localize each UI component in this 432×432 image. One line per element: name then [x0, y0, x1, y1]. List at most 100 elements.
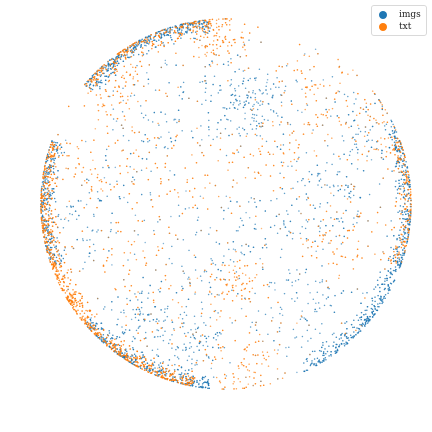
data-point-imgs	[117, 318, 119, 320]
data-point-imgs	[243, 253, 246, 256]
data-point-imgs	[330, 355, 333, 357]
data-point-imgs	[121, 326, 123, 328]
data-point-imgs	[207, 293, 210, 296]
data-point-imgs	[210, 94, 212, 97]
data-point-imgs	[179, 376, 181, 378]
data-point-txt	[204, 187, 206, 189]
data-point-imgs	[377, 284, 379, 286]
data-point-imgs	[333, 341, 335, 343]
data-point-imgs	[328, 345, 330, 347]
data-point-imgs	[80, 200, 82, 202]
data-point-imgs	[336, 349, 339, 352]
data-point-imgs	[167, 27, 169, 30]
data-point-imgs	[133, 94, 136, 97]
data-point-imgs	[51, 140, 53, 142]
data-point-imgs	[392, 269, 395, 272]
data-point-imgs	[254, 96, 257, 99]
data-point-txt	[59, 266, 61, 269]
data-point-imgs	[287, 279, 289, 281]
data-point-imgs	[115, 337, 118, 340]
data-point-imgs	[227, 60, 229, 63]
data-point-imgs	[263, 118, 266, 121]
data-point-imgs	[357, 210, 359, 212]
data-point-imgs	[390, 220, 392, 222]
data-point-txt	[119, 92, 122, 95]
data-point-imgs	[321, 361, 323, 363]
data-point-imgs	[371, 303, 373, 306]
data-point-txt	[403, 163, 405, 166]
data-point-imgs	[277, 115, 279, 117]
data-point-imgs	[173, 174, 176, 176]
data-point-imgs	[321, 323, 323, 325]
data-point-imgs	[100, 339, 102, 341]
data-point-imgs	[364, 321, 367, 323]
data-point-imgs	[239, 102, 241, 105]
data-point-imgs	[112, 108, 115, 110]
data-point-txt	[159, 218, 161, 221]
data-point-imgs	[402, 235, 404, 237]
data-point-imgs	[147, 141, 149, 143]
data-point-txt	[348, 126, 350, 129]
data-point-txt	[404, 224, 407, 227]
data-point-imgs	[76, 238, 78, 241]
data-point-imgs	[142, 356, 144, 358]
data-point-imgs	[175, 348, 177, 351]
data-point-txt	[127, 48, 129, 51]
data-point-imgs	[342, 227, 345, 230]
data-point-imgs	[340, 342, 343, 345]
data-point-imgs	[306, 369, 309, 371]
data-point-txt	[51, 242, 53, 244]
data-point-imgs	[311, 350, 314, 353]
data-point-imgs	[291, 298, 293, 300]
data-point-imgs	[291, 165, 293, 167]
data-point-imgs	[158, 364, 160, 366]
data-point-txt	[399, 141, 401, 144]
data-point-txt	[48, 259, 51, 261]
data-point-imgs	[405, 160, 407, 163]
data-point-imgs	[102, 334, 105, 336]
data-point-imgs	[147, 37, 149, 39]
data-point-txt	[145, 167, 148, 169]
data-point-imgs	[106, 340, 108, 343]
data-point-imgs	[160, 111, 162, 113]
data-point-imgs	[386, 235, 388, 237]
data-point-imgs	[236, 108, 239, 111]
data-point-imgs	[192, 375, 194, 377]
data-point-imgs	[103, 72, 105, 75]
data-point-imgs	[205, 82, 207, 85]
data-point-imgs	[365, 111, 367, 113]
data-point-imgs	[56, 149, 59, 151]
data-point-imgs	[366, 322, 369, 324]
data-point-imgs	[91, 88, 94, 91]
data-point-imgs	[123, 196, 125, 199]
data-point-imgs	[71, 213, 74, 216]
data-point-txt	[121, 54, 124, 56]
data-point-imgs	[270, 307, 272, 309]
data-point-imgs	[401, 243, 403, 246]
data-point-imgs	[337, 218, 339, 220]
data-point-imgs	[183, 33, 185, 35]
data-point-txt	[410, 208, 412, 210]
data-point-txt	[59, 148, 61, 150]
data-point-imgs	[174, 363, 176, 366]
data-point-imgs	[225, 154, 228, 157]
data-point-imgs	[270, 281, 273, 284]
data-point-imgs	[315, 302, 317, 304]
data-point-imgs	[121, 111, 124, 113]
data-point-imgs	[104, 306, 106, 308]
data-point-txt	[288, 134, 291, 136]
data-point-imgs	[337, 185, 339, 187]
data-point-txt	[198, 56, 200, 58]
data-point-imgs	[108, 250, 110, 252]
data-point-imgs	[326, 350, 329, 353]
data-point-imgs	[190, 31, 193, 34]
data-point-imgs	[227, 64, 230, 66]
data-point-imgs	[52, 171, 55, 173]
data-point-imgs	[56, 152, 59, 154]
data-point-txt	[203, 36, 205, 39]
data-point-imgs	[209, 286, 212, 289]
data-point-imgs	[84, 261, 86, 264]
data-point-imgs	[162, 334, 164, 337]
data-point-imgs	[140, 292, 143, 294]
